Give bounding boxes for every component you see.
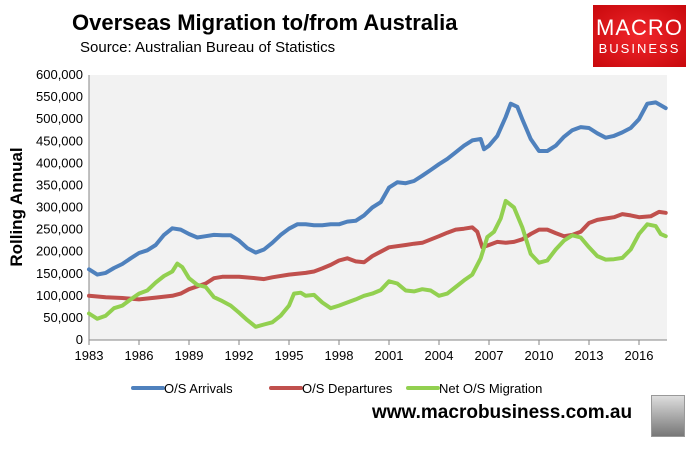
x-tick-label: 2010 [525, 348, 554, 363]
y-tick-label: 600,000 [36, 67, 83, 82]
x-tick-label: 1983 [75, 348, 104, 363]
y-tick-label: 450,000 [36, 133, 83, 148]
x-tick-label: 2001 [375, 348, 404, 363]
legend-label-o-s-departures: O/S Departures [302, 381, 393, 396]
legend-label-o-s-arrivals: O/S Arrivals [164, 381, 233, 396]
y-tick-label: 300,000 [36, 200, 83, 215]
y-tick-label: 500,000 [36, 111, 83, 126]
x-tick-label: 1998 [325, 348, 354, 363]
x-tick-label: 1986 [125, 348, 154, 363]
y-tick-label: 400,000 [36, 155, 83, 170]
chart-subtitle: Source: Australian Bureau of Statistics [80, 39, 336, 56]
x-tick-label: 1992 [225, 348, 254, 363]
logo-line1: MACRO [596, 15, 683, 40]
macrobusiness-logo: MACRO BUSINESS [593, 5, 686, 67]
y-tick-label: 50,000 [43, 310, 83, 325]
x-tick-label: 2004 [425, 348, 454, 363]
website-url: www.macrobusiness.com.au [372, 402, 633, 423]
series-line-o-s-departures [87, 209, 668, 302]
y-axis-label: Rolling Annual [7, 147, 26, 266]
x-tick-label: 1989 [175, 348, 204, 363]
y-tick-label: 250,000 [36, 222, 83, 237]
x-tick-label: 1995 [275, 348, 304, 363]
y-tick-label: 200,000 [36, 244, 83, 259]
y-tick-label: 350,000 [36, 177, 83, 192]
chart-title: Overseas Migration to/from Australia [72, 10, 458, 35]
x-tick-label: 2016 [625, 348, 654, 363]
wolf-icon [651, 395, 685, 437]
legend-label-net-o-s-migration: Net O/S Migration [439, 381, 542, 396]
logo-line2: BUSINESS [598, 41, 681, 56]
x-tick-label: 2007 [475, 348, 504, 363]
plot-area [89, 75, 667, 340]
y-tick-label: 150,000 [36, 266, 83, 281]
series-line-o-s-arrivals [87, 100, 668, 277]
x-tick-label: 2013 [575, 348, 604, 363]
series-line-net-o-s-migration [87, 198, 668, 329]
y-tick-label: 550,000 [36, 89, 83, 104]
y-tick-label: 0 [76, 332, 83, 347]
y-tick-label: 100,000 [36, 288, 83, 303]
